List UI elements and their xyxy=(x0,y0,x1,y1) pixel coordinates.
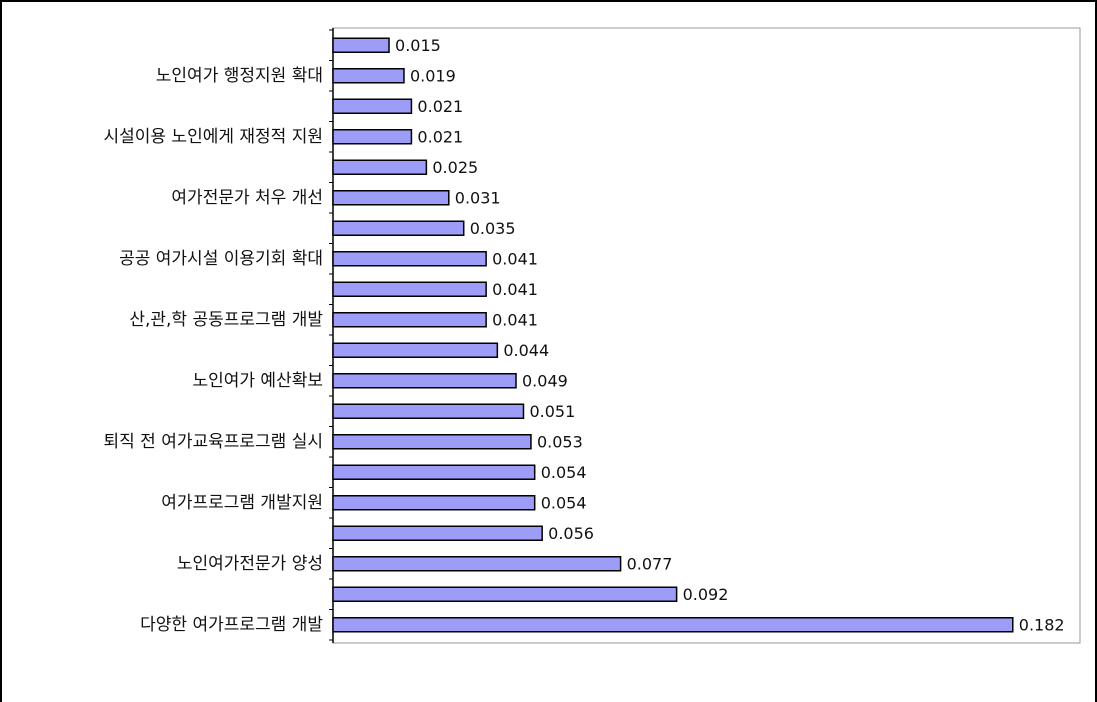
bar xyxy=(332,403,525,419)
bar xyxy=(332,312,487,328)
y-tick-label: 여가전문가 처우 개선 xyxy=(171,188,323,208)
y-tick-label: 노인여가 행정지원 확대 xyxy=(156,66,323,86)
bar xyxy=(332,495,536,511)
value-label: 0.051 xyxy=(529,402,575,421)
value-label: 0.044 xyxy=(503,341,549,360)
value-label: 0.049 xyxy=(522,371,568,390)
y-tick-label: 다양한 여가프로그램 개발 xyxy=(140,615,323,635)
y-tick-label: 산,관,학 공동프로그램 개발 xyxy=(129,310,323,330)
bar xyxy=(332,525,543,541)
value-label: 0.019 xyxy=(410,66,456,85)
value-label: 0.041 xyxy=(492,280,538,299)
y-tick-label: 여가프로그램 개발지원 xyxy=(161,493,323,513)
y-tick-label: 공공 여가시설 이용기회 확대 xyxy=(119,249,323,269)
bar xyxy=(332,129,413,145)
value-label: 0.182 xyxy=(1019,615,1065,634)
value-label: 0.031 xyxy=(455,188,501,207)
bar xyxy=(332,220,465,236)
bar xyxy=(332,556,622,572)
bar xyxy=(332,159,428,175)
bar xyxy=(332,617,1014,633)
value-label: 0.092 xyxy=(683,585,729,604)
bar xyxy=(332,37,390,53)
y-tick-label: 노인여가전문가 양성 xyxy=(177,554,323,574)
bar xyxy=(332,281,487,297)
bar xyxy=(332,68,405,84)
value-label: 0.041 xyxy=(492,310,538,329)
bar xyxy=(332,434,532,450)
value-label: 0.021 xyxy=(417,97,463,116)
value-label: 0.035 xyxy=(470,219,516,238)
y-tick-label: 시설이용 노인에게 재정적 지원 xyxy=(103,127,323,147)
bar xyxy=(332,98,413,114)
plot-area xyxy=(332,27,1081,644)
bar xyxy=(332,342,499,358)
value-label: 0.077 xyxy=(627,554,673,573)
bar xyxy=(332,190,450,206)
value-label: 0.054 xyxy=(541,493,587,512)
value-label: 0.025 xyxy=(432,158,478,177)
bar xyxy=(332,586,678,602)
value-label: 0.056 xyxy=(548,524,594,543)
bar xyxy=(332,251,487,267)
value-label: 0.015 xyxy=(395,36,441,55)
y-tick-label: 노인여가 예산확보 xyxy=(192,371,323,391)
value-label: 0.054 xyxy=(541,463,587,482)
value-label: 0.021 xyxy=(417,127,463,146)
bar xyxy=(332,464,536,480)
value-label: 0.053 xyxy=(537,432,583,451)
value-label: 0.041 xyxy=(492,249,538,268)
y-tick-label: 퇴직 전 여가교육프로그램 실시 xyxy=(103,432,323,452)
bar xyxy=(332,373,517,389)
